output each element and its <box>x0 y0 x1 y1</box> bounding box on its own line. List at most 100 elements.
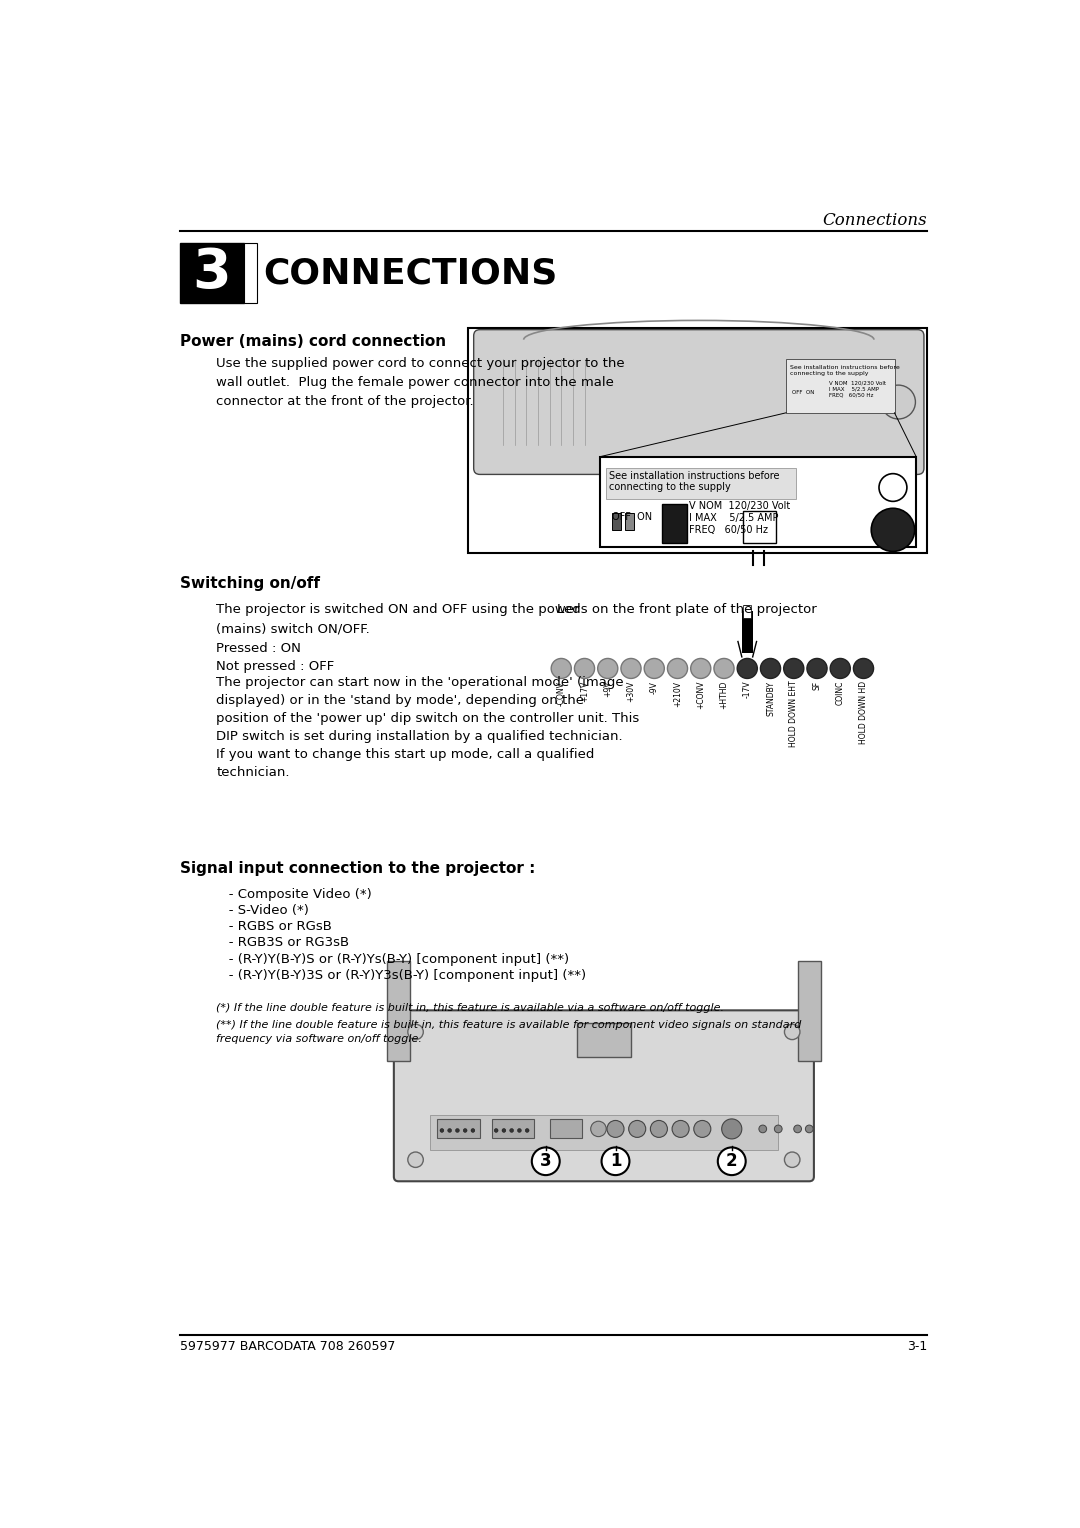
Text: - (R-Y)Y(B-Y)3S or (R-Y)Y3s(B-Y) [component input] (**): - (R-Y)Y(B-Y)3S or (R-Y)Y3s(B-Y) [compon… <box>216 969 586 983</box>
Text: -9V: -9V <box>650 681 659 694</box>
Circle shape <box>672 1120 689 1137</box>
Circle shape <box>629 1120 646 1137</box>
Circle shape <box>644 659 664 678</box>
Circle shape <box>718 1148 745 1175</box>
Text: OFF  ON: OFF ON <box>611 512 651 523</box>
Circle shape <box>471 1129 475 1132</box>
Text: Signal input connection to the projector :: Signal input connection to the projector… <box>180 860 536 876</box>
Circle shape <box>575 659 595 678</box>
Circle shape <box>607 1120 624 1137</box>
Circle shape <box>831 659 850 678</box>
Circle shape <box>591 1122 606 1137</box>
Text: 3-1: 3-1 <box>907 1340 927 1352</box>
Bar <box>550 1118 582 1138</box>
Circle shape <box>463 1129 467 1132</box>
Bar <box>798 961 821 1060</box>
Circle shape <box>440 1129 444 1132</box>
Bar <box>600 457 916 547</box>
Text: HOLD DOWN EHT: HOLD DOWN EHT <box>789 681 798 747</box>
Bar <box>742 611 753 652</box>
Circle shape <box>872 509 915 552</box>
Text: Switching on/off: Switching on/off <box>180 576 320 591</box>
FancyBboxPatch shape <box>474 330 924 474</box>
Text: Leds on the front plate of the projector: Leds on the front plate of the projector <box>557 604 818 616</box>
Bar <box>180 243 243 304</box>
Bar <box>491 1118 535 1138</box>
Text: -CONV: -CONV <box>557 681 566 706</box>
Text: - Composite Video (*): - Composite Video (*) <box>216 888 373 902</box>
Bar <box>243 243 257 304</box>
Circle shape <box>502 1129 505 1132</box>
Circle shape <box>621 659 642 678</box>
Text: +9V: +9V <box>604 681 612 697</box>
Text: - S-Video (*): - S-Video (*) <box>216 905 309 917</box>
Circle shape <box>517 1129 522 1132</box>
Circle shape <box>495 1129 498 1132</box>
Text: The projector can start now in the 'operational mode' (image
displayed) or in th: The projector can start now in the 'oper… <box>216 677 639 779</box>
Circle shape <box>760 659 781 678</box>
Text: HOLD DOWN HD: HOLD DOWN HD <box>859 681 868 744</box>
Bar <box>430 1115 779 1149</box>
Text: +CONV: +CONV <box>697 681 705 709</box>
Circle shape <box>408 1024 423 1039</box>
Circle shape <box>551 659 571 678</box>
Circle shape <box>525 1129 529 1132</box>
Bar <box>606 468 796 500</box>
Text: V NOM  120/230 Volt
I MAX    5/2.5 AMP
FREQ   60/50 Hz: V NOM 120/230 Volt I MAX 5/2.5 AMP FREQ … <box>828 380 886 397</box>
Text: Power (mains) cord connection: Power (mains) cord connection <box>180 333 446 348</box>
Bar <box>611 513 621 530</box>
Text: The projector is switched ON and OFF using the power
(mains) switch ON/OFF.: The projector is switched ON and OFF usi… <box>216 604 580 636</box>
Text: See installation instructions before
connecting to the supply: See installation instructions before con… <box>609 471 780 492</box>
Bar <box>469 329 927 553</box>
Text: 1: 1 <box>610 1152 621 1170</box>
Circle shape <box>408 1152 423 1167</box>
Text: 5975977 BARCODATA 708 260597: 5975977 BARCODATA 708 260597 <box>180 1340 395 1352</box>
Circle shape <box>721 1118 742 1138</box>
Circle shape <box>784 1152 800 1167</box>
Text: (*) If the line double feature is built in, this feature is available via a soft: (*) If the line double feature is built … <box>216 1004 725 1013</box>
Circle shape <box>667 659 688 678</box>
Text: Use the supplied power cord to connect your projector to the
wall outlet.  Plug : Use the supplied power cord to connect y… <box>216 356 625 408</box>
Circle shape <box>881 385 916 419</box>
Circle shape <box>602 1148 630 1175</box>
Text: SF: SF <box>812 681 822 691</box>
Text: 2: 2 <box>726 1152 738 1170</box>
Bar <box>662 504 687 542</box>
Text: +HTHD: +HTHD <box>719 681 729 709</box>
Circle shape <box>510 1129 514 1132</box>
Bar <box>786 359 894 413</box>
Bar <box>744 605 751 630</box>
Bar <box>625 513 634 530</box>
Text: V NOM  120/230 Volt
I MAX    5/2.5 AMP
FREQ   60/50 Hz: V NOM 120/230 Volt I MAX 5/2.5 AMP FREQ … <box>689 501 791 535</box>
Text: (**) If the line double feature is built in, this feature is available for compo: (**) If the line double feature is built… <box>216 1021 801 1044</box>
Circle shape <box>738 659 757 678</box>
Text: 3: 3 <box>192 246 231 301</box>
Text: +210V: +210V <box>673 681 681 707</box>
Text: OFF  ON: OFF ON <box>793 390 814 394</box>
Text: - RGB3S or RG3sB: - RGB3S or RG3sB <box>216 937 350 949</box>
Text: COINC: COINC <box>836 681 845 704</box>
Circle shape <box>597 659 618 678</box>
Text: -17V: -17V <box>743 681 752 698</box>
Text: 3: 3 <box>540 1152 552 1170</box>
Circle shape <box>714 659 734 678</box>
Text: +17V: +17V <box>580 681 589 701</box>
Circle shape <box>784 1024 800 1039</box>
Bar <box>743 510 775 542</box>
Text: See installation instructions before
connecting to the supply: See installation instructions before con… <box>789 365 900 376</box>
Circle shape <box>853 659 874 678</box>
Circle shape <box>774 1125 782 1132</box>
Circle shape <box>784 659 804 678</box>
Circle shape <box>879 474 907 501</box>
Circle shape <box>693 1120 711 1137</box>
Circle shape <box>650 1120 667 1137</box>
FancyBboxPatch shape <box>394 1010 814 1181</box>
Circle shape <box>456 1129 459 1132</box>
Circle shape <box>759 1125 767 1132</box>
Text: - RGBS or RGsB: - RGBS or RGsB <box>216 920 333 934</box>
Bar <box>577 1022 631 1057</box>
Circle shape <box>807 659 827 678</box>
Bar <box>437 1118 480 1138</box>
Circle shape <box>794 1125 801 1132</box>
Text: CONNECTIONS: CONNECTIONS <box>262 257 557 290</box>
